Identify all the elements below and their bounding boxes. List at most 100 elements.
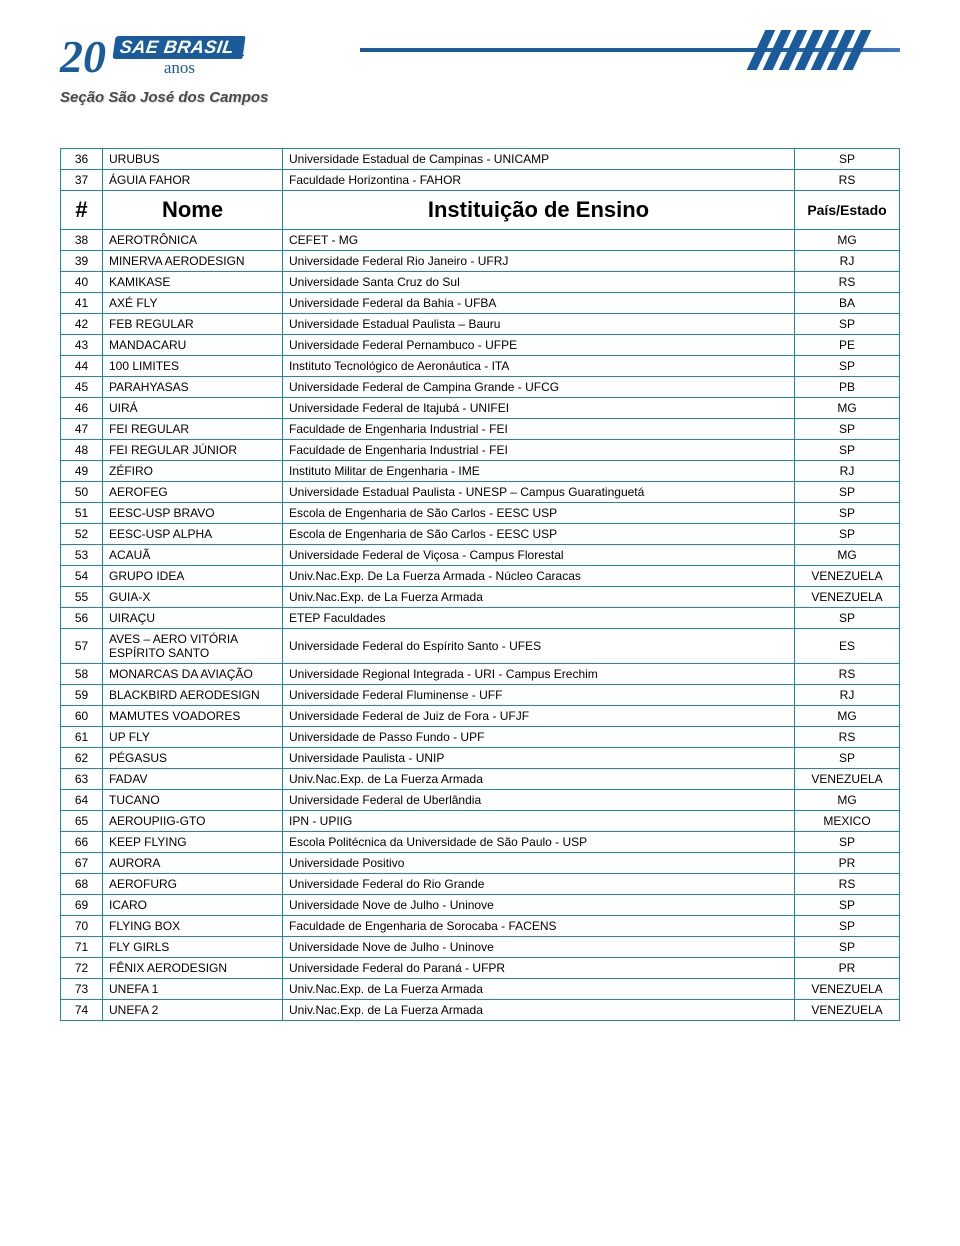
cell-e: SP [795,356,900,377]
cell-inst: Univ.Nac.Exp. De La Fuerza Armada - Núcl… [283,566,795,587]
table-row: 61UP FLYUniversidade de Passo Fundo - UP… [61,727,900,748]
table-row: 57AVES – AERO VITÓRIA ESPÍRITO SANTOUniv… [61,629,900,664]
cell-e: RJ [795,461,900,482]
cell-n: 69 [61,895,103,916]
cell-inst: Univ.Nac.Exp. de La Fuerza Armada [283,587,795,608]
cell-e: MG [795,230,900,251]
cell-e: BA [795,293,900,314]
cell-nome: ÁGUIA FAHOR [103,170,283,191]
cell-n: 39 [61,251,103,272]
cell-n: 56 [61,608,103,629]
table-row: 56UIRAÇUETEP FaculdadesSP [61,608,900,629]
cell-nome: KEEP FLYING [103,832,283,853]
cell-inst: IPN - UPIIG [283,811,795,832]
cell-inst: Universidade Federal Pernambuco - UFPE [283,335,795,356]
cell-inst: Universidade Federal da Bahia - UFBA [283,293,795,314]
cell-n: 66 [61,832,103,853]
table-header-row: #NomeInstituição de EnsinoPaís/Estado [61,191,900,230]
cell-n: 37 [61,170,103,191]
cell-nome: MAMUTES VOADORES [103,706,283,727]
cell-n: 72 [61,958,103,979]
table-row: 74UNEFA 2Univ.Nac.Exp. de La Fuerza Arma… [61,1000,900,1021]
cell-nome: FÊNIX AERODESIGN [103,958,283,979]
cell-nome: EESC-USP BRAVO [103,503,283,524]
cell-n: 46 [61,398,103,419]
cell-nome: UIRÁ [103,398,283,419]
table-row: 54GRUPO IDEAUniv.Nac.Exp. De La Fuerza A… [61,566,900,587]
cell-nome: AEROFEG [103,482,283,503]
cell-e: PR [795,958,900,979]
cell-inst: Universidade Nove de Julho - Uninove [283,895,795,916]
page-header: 20 SAE BRASIL anos Seção São José dos Ca… [60,30,900,130]
cell-e: SP [795,503,900,524]
cell-nome: GUIA-X [103,587,283,608]
table-row: 71FLY GIRLSUniversidade Nove de Julho - … [61,937,900,958]
cell-e: RS [795,170,900,191]
cell-nome: ZÉFIRO [103,461,283,482]
table-row: 62PÉGASUSUniversidade Paulista - UNIPSP [61,748,900,769]
table-row: 45PARAHYASASUniversidade Federal de Camp… [61,377,900,398]
cell-inst: Universidade de Passo Fundo - UPF [283,727,795,748]
cell-inst: Universidade Santa Cruz do Sul [283,272,795,293]
logo-block: 20 SAE BRASIL anos Seção São José dos Ca… [60,30,268,106]
cell-inst: Universidade Estadual Paulista - UNESP –… [283,482,795,503]
cell-inst: Universidade Federal Fluminense - UFF [283,685,795,706]
table-row: 67AURORAUniversidade PositivoPR [61,853,900,874]
cell-inst: Universidade Estadual de Campinas - UNIC… [283,149,795,170]
cell-e: MG [795,545,900,566]
table-row: 73UNEFA 1Univ.Nac.Exp. de La Fuerza Arma… [61,979,900,1000]
cell-n: 45 [61,377,103,398]
cell-n: 42 [61,314,103,335]
cell-nome: FADAV [103,769,283,790]
table-row: 43MANDACARUUniversidade Federal Pernambu… [61,335,900,356]
table-row: 42FEB REGULARUniversidade Estadual Pauli… [61,314,900,335]
cell-e: SP [795,832,900,853]
cell-nome: GRUPO IDEA [103,566,283,587]
cell-nome: EESC-USP ALPHA [103,524,283,545]
cell-nome: FLY GIRLS [103,937,283,958]
cell-e: SP [795,149,900,170]
table-row: 66KEEP FLYINGEscola Politécnica da Unive… [61,832,900,853]
cell-e: RJ [795,685,900,706]
cell-e: RS [795,272,900,293]
cell-inst: Univ.Nac.Exp. de La Fuerza Armada [283,769,795,790]
cell-n: 55 [61,587,103,608]
cell-n: 38 [61,230,103,251]
cell-n: 73 [61,979,103,1000]
cell-inst: Faculdade de Engenharia de Sorocaba - FA… [283,916,795,937]
cell-n: 70 [61,916,103,937]
table-row: 58MONARCAS DA AVIAÇÃOUniversidade Region… [61,664,900,685]
table-row: 50AEROFEGUniversidade Estadual Paulista … [61,482,900,503]
cell-e: RJ [795,251,900,272]
cell-n: 74 [61,1000,103,1021]
cell-nome: 100 LIMITES [103,356,283,377]
cell-nome: AEROFURG [103,874,283,895]
cell-e: VENEZUELA [795,1000,900,1021]
cell-n: 52 [61,524,103,545]
table-row: 36URUBUSUniversidade Estadual de Campina… [61,149,900,170]
cell-inst: Universidade Federal de Itajubá - UNIFEI [283,398,795,419]
cell-n: 65 [61,811,103,832]
cell-nome: UP FLY [103,727,283,748]
cell-inst: Escola de Engenharia de São Carlos - EES… [283,503,795,524]
cell-e: VENEZUELA [795,979,900,1000]
cell-e: MG [795,398,900,419]
cell-e: MG [795,706,900,727]
header-stripes [750,30,900,70]
cell-n: 71 [61,937,103,958]
table-row: 39MINERVA AERODESIGNUniversidade Federal… [61,251,900,272]
cell-n: 44 [61,356,103,377]
cell-e: RS [795,727,900,748]
cell-nome: UNEFA 2 [103,1000,283,1021]
cell-inst: Universidade Federal do Paraná - UFPR [283,958,795,979]
cell-n: 47 [61,419,103,440]
cell-e: MG [795,790,900,811]
cell-nome: PARAHYASAS [103,377,283,398]
table-row: 44100 LIMITESInstituto Tecnológico de Ae… [61,356,900,377]
cell-inst: Instituto Tecnológico de Aeronáutica - I… [283,356,795,377]
cell-inst: CEFET - MG [283,230,795,251]
cell-nome: FEI REGULAR JÚNIOR [103,440,283,461]
cell-n: 51 [61,503,103,524]
cell-inst: Universidade Federal do Espírito Santo -… [283,629,795,664]
table-row: 37ÁGUIA FAHORFaculdade Horizontina - FAH… [61,170,900,191]
